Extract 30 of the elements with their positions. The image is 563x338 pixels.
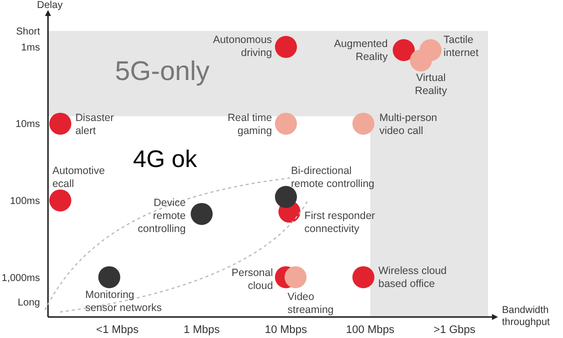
annotation: Virtual Reality — [414, 72, 448, 98]
x-tick-label: >1 Gbps — [434, 324, 476, 336]
y-tick-label: 1,000ms — [2, 272, 40, 284]
x-tick-label: 100 Mbps — [346, 324, 395, 336]
annotation: Video streaming — [288, 291, 335, 318]
annotation: Monitoring sensor networks — [85, 289, 163, 316]
y-axis-title: Delay — [37, 0, 63, 11]
y-tick-label: Long — [18, 297, 40, 308]
band-label: 5G-only — [115, 56, 210, 87]
annotation: Tactile internet — [444, 34, 480, 60]
annotation: Bi-directional remote controlling — [290, 164, 376, 191]
y-tick-label: Short — [16, 26, 40, 38]
y-tick-label: 1ms — [21, 42, 40, 54]
x-tick-label: 1 Mbps — [184, 324, 220, 336]
annotation: Device remote controlling — [136, 196, 186, 236]
x-tick-label: <1 Mbps — [96, 324, 140, 336]
y-tick-label: 100ms — [10, 196, 40, 207]
y-tick-label: 10ms — [16, 119, 40, 130]
x-axis-title: Bandwidth throughput — [502, 305, 551, 329]
annotation: 4G ok — [133, 146, 198, 174]
annotation: Disaster alert — [75, 112, 115, 138]
annotation: Real time gaming — [226, 112, 272, 138]
annotation: Wireless cloud based office — [378, 265, 448, 292]
annotation: Multi-person video call — [379, 112, 438, 138]
x-tick-label: 10 Mbps — [264, 324, 308, 336]
annotation: Augmented Reality — [333, 38, 388, 64]
annotation: Personal cloud — [230, 267, 273, 294]
annotation: Automotive ecall — [52, 165, 106, 192]
annotation: Autonomous driving — [212, 34, 272, 59]
annotation: First responder connectivity — [304, 210, 376, 236]
